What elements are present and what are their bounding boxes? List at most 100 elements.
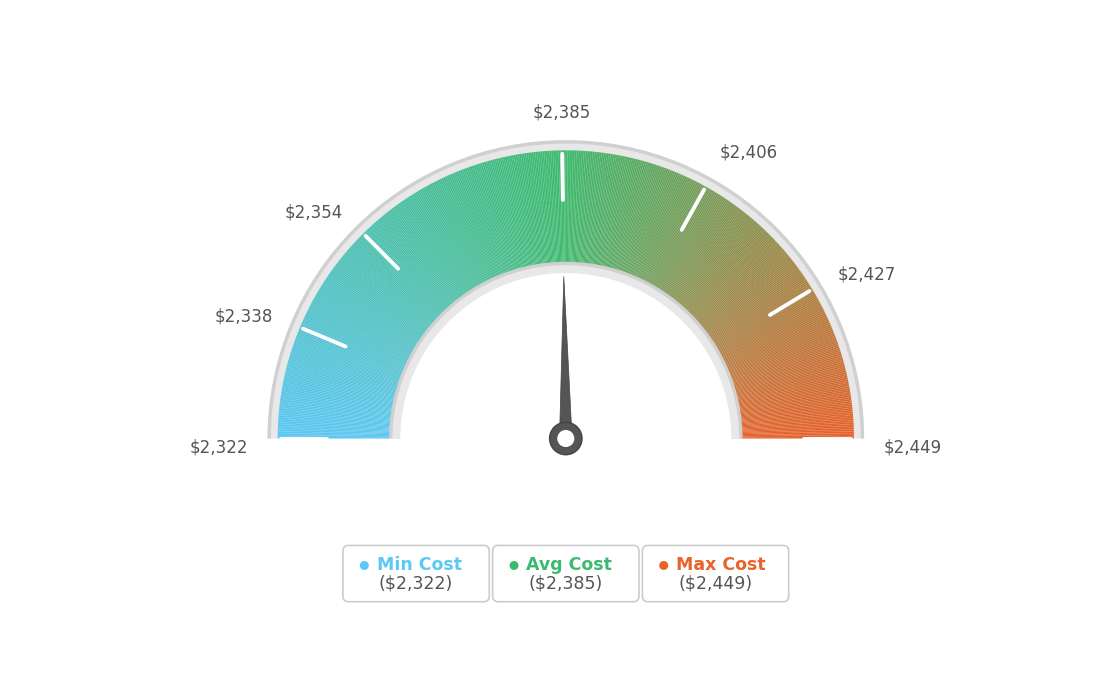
Wedge shape: [655, 190, 712, 287]
Wedge shape: [662, 198, 726, 293]
Wedge shape: [404, 199, 468, 293]
Text: $2,322: $2,322: [190, 439, 248, 457]
Wedge shape: [737, 377, 848, 402]
Wedge shape: [665, 200, 730, 294]
Wedge shape: [283, 384, 393, 406]
Wedge shape: [482, 162, 516, 270]
Wedge shape: [661, 196, 723, 291]
Wedge shape: [284, 375, 394, 402]
Wedge shape: [372, 224, 449, 308]
Wedge shape: [733, 349, 840, 385]
Wedge shape: [640, 178, 690, 280]
Wedge shape: [287, 364, 396, 394]
Wedge shape: [378, 219, 453, 306]
Wedge shape: [658, 193, 719, 290]
Wedge shape: [516, 155, 537, 266]
Wedge shape: [742, 435, 854, 437]
Wedge shape: [361, 235, 442, 315]
Wedge shape: [575, 151, 584, 264]
Wedge shape: [614, 161, 646, 270]
Wedge shape: [594, 154, 615, 266]
Wedge shape: [626, 168, 667, 274]
FancyBboxPatch shape: [643, 545, 788, 602]
Wedge shape: [490, 160, 521, 269]
Wedge shape: [588, 153, 605, 264]
Wedge shape: [730, 336, 836, 377]
Wedge shape: [539, 151, 551, 264]
Wedge shape: [686, 227, 763, 310]
Wedge shape: [328, 275, 422, 339]
Wedge shape: [601, 156, 625, 266]
Wedge shape: [731, 339, 837, 379]
Wedge shape: [607, 159, 636, 268]
Wedge shape: [734, 358, 843, 391]
Wedge shape: [337, 262, 427, 332]
Wedge shape: [310, 303, 411, 357]
Wedge shape: [688, 231, 767, 313]
Wedge shape: [646, 181, 698, 282]
Wedge shape: [495, 159, 523, 268]
Wedge shape: [714, 286, 811, 346]
Wedge shape: [283, 381, 394, 404]
Wedge shape: [432, 183, 485, 283]
Wedge shape: [617, 163, 651, 271]
Wedge shape: [507, 156, 531, 266]
Wedge shape: [697, 246, 782, 322]
Wedge shape: [282, 390, 393, 410]
Wedge shape: [296, 336, 402, 377]
Wedge shape: [734, 356, 842, 390]
Wedge shape: [332, 268, 424, 335]
Wedge shape: [704, 260, 794, 331]
Wedge shape: [416, 191, 476, 288]
Wedge shape: [741, 411, 853, 423]
Wedge shape: [392, 265, 740, 439]
Wedge shape: [647, 184, 701, 284]
Wedge shape: [741, 408, 852, 421]
Wedge shape: [314, 298, 413, 354]
Wedge shape: [733, 353, 841, 387]
Wedge shape: [677, 215, 750, 303]
Wedge shape: [583, 152, 596, 264]
FancyBboxPatch shape: [492, 545, 639, 602]
Wedge shape: [712, 279, 807, 342]
Wedge shape: [596, 155, 618, 266]
Wedge shape: [740, 402, 852, 417]
Wedge shape: [679, 217, 752, 304]
Wedge shape: [478, 164, 513, 271]
Circle shape: [510, 561, 519, 570]
Wedge shape: [664, 199, 728, 293]
Wedge shape: [484, 161, 517, 270]
Wedge shape: [734, 355, 842, 388]
Wedge shape: [740, 401, 851, 417]
Wedge shape: [701, 255, 789, 328]
Wedge shape: [470, 166, 509, 273]
Wedge shape: [311, 302, 412, 356]
Wedge shape: [443, 177, 492, 279]
Wedge shape: [290, 351, 399, 386]
Wedge shape: [327, 277, 421, 341]
Wedge shape: [703, 259, 793, 330]
Wedge shape: [344, 252, 432, 326]
Wedge shape: [282, 392, 393, 411]
Wedge shape: [619, 164, 655, 271]
Wedge shape: [704, 262, 795, 332]
Wedge shape: [528, 152, 544, 264]
Wedge shape: [730, 334, 835, 376]
Wedge shape: [475, 164, 511, 272]
Wedge shape: [672, 210, 742, 299]
Wedge shape: [667, 202, 732, 295]
Wedge shape: [608, 159, 637, 268]
Wedge shape: [692, 239, 775, 317]
Wedge shape: [455, 172, 499, 277]
Wedge shape: [735, 362, 843, 393]
Wedge shape: [711, 277, 805, 341]
Wedge shape: [279, 410, 391, 422]
Wedge shape: [637, 175, 683, 278]
Wedge shape: [631, 171, 676, 276]
Wedge shape: [709, 270, 802, 337]
Wedge shape: [570, 150, 575, 263]
Wedge shape: [577, 151, 587, 264]
Wedge shape: [544, 151, 554, 264]
Wedge shape: [682, 224, 760, 308]
Wedge shape: [295, 339, 401, 379]
